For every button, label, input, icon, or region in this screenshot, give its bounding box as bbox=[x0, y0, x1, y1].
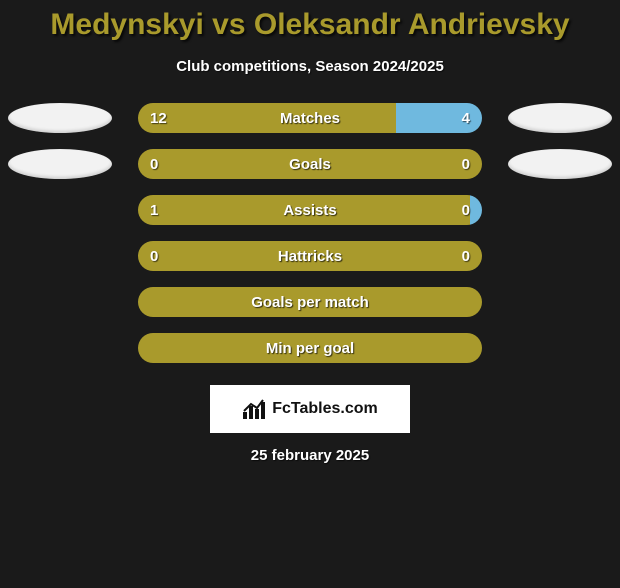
stat-bar: 10 bbox=[138, 195, 482, 225]
page-title: Medynskyi vs Oleksandr Andrievsky bbox=[0, 8, 620, 42]
stat-row: 00Goals bbox=[0, 149, 620, 195]
stat-value-left: 0 bbox=[138, 241, 310, 271]
team-left-avatar bbox=[8, 149, 112, 179]
stat-value-left: 0 bbox=[138, 149, 310, 179]
stat-value-right: 4 bbox=[396, 103, 482, 133]
stat-value-left: 1 bbox=[138, 195, 470, 225]
stat-row: 10Assists bbox=[0, 195, 620, 241]
stat-value-left bbox=[138, 333, 470, 363]
stat-row: Goals per match bbox=[0, 287, 620, 333]
subtitle: Club competitions, Season 2024/2025 bbox=[0, 58, 620, 75]
stat-value-right: 0 bbox=[310, 241, 482, 271]
stat-value-right: 0 bbox=[470, 195, 482, 225]
stat-row: 00Hattricks bbox=[0, 241, 620, 287]
stat-bar bbox=[138, 287, 482, 317]
stat-row: 124Matches bbox=[0, 103, 620, 149]
team-right-avatar bbox=[508, 149, 612, 179]
stat-value-right bbox=[470, 287, 482, 317]
stat-row: Min per goal bbox=[0, 333, 620, 379]
fctables-badge: FcTables.com bbox=[210, 385, 410, 433]
stat-bar: 00 bbox=[138, 241, 482, 271]
stat-bar bbox=[138, 333, 482, 363]
fctables-label: FcTables.com bbox=[272, 400, 378, 418]
stat-value-right: 0 bbox=[310, 149, 482, 179]
player-left-avatar bbox=[8, 103, 112, 133]
comparison-chart: 124Matches00Goals10Assists00HattricksGoa… bbox=[0, 103, 620, 379]
stat-bar: 124 bbox=[138, 103, 482, 133]
fctables-logo-icon bbox=[242, 398, 268, 420]
player-right-avatar bbox=[508, 103, 612, 133]
stat-value-right bbox=[470, 333, 482, 363]
stat-value-left bbox=[138, 287, 470, 317]
stat-bar: 00 bbox=[138, 149, 482, 179]
stat-value-left: 12 bbox=[138, 103, 396, 133]
date-label: 25 february 2025 bbox=[0, 447, 620, 464]
